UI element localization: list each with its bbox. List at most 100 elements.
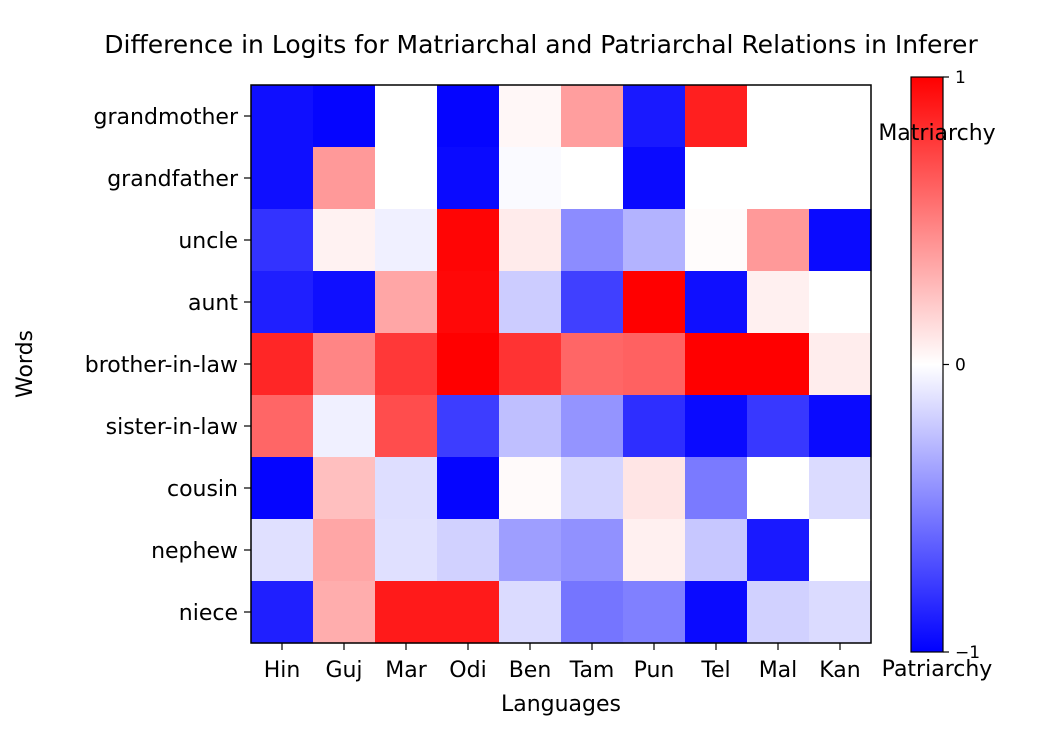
colorbar-ticks: 1 0 −1 bbox=[943, 68, 980, 663]
y-axis-label: Words bbox=[13, 330, 38, 398]
x-tick-label: Tel bbox=[700, 658, 730, 683]
heatmap-cell bbox=[747, 85, 810, 148]
heatmap-cell bbox=[809, 209, 872, 272]
colorbar-top-label: Matriarchy bbox=[878, 121, 995, 146]
heatmap-cell bbox=[251, 395, 314, 458]
heatmap-cell bbox=[623, 209, 686, 272]
y-tick-label: cousin bbox=[167, 477, 238, 502]
heatmap-cell bbox=[437, 333, 500, 396]
heatmap-cell bbox=[313, 333, 376, 396]
heatmap-cell bbox=[685, 333, 748, 396]
y-tick-label: grandfather bbox=[107, 167, 239, 192]
heatmap-cell bbox=[623, 457, 686, 520]
heatmap-cell bbox=[499, 581, 562, 644]
heatmap-cell bbox=[685, 209, 748, 272]
heatmap-cell bbox=[747, 457, 810, 520]
heatmap-cell bbox=[313, 581, 376, 644]
heatmap-cell bbox=[747, 581, 810, 644]
heatmap-cell bbox=[561, 581, 624, 644]
x-tick-label: Hin bbox=[264, 658, 301, 683]
heatmap-cell bbox=[437, 271, 500, 334]
heatmap-cell bbox=[375, 147, 438, 210]
heatmap-cell bbox=[313, 85, 376, 148]
heatmap-cell bbox=[251, 209, 314, 272]
heatmap-cell bbox=[809, 457, 872, 520]
heatmap-cell bbox=[623, 147, 686, 210]
heatmap-cell bbox=[437, 395, 500, 458]
colorbar bbox=[910, 76, 944, 653]
heatmap-cell bbox=[623, 333, 686, 396]
heatmap-cell bbox=[561, 519, 624, 582]
heatmap-cell bbox=[437, 147, 500, 210]
heatmap-cell bbox=[561, 395, 624, 458]
heatmap-cell bbox=[809, 519, 872, 582]
heatmap-cell bbox=[623, 581, 686, 644]
heatmap-cell bbox=[375, 519, 438, 582]
x-tick-label: Mal bbox=[759, 658, 798, 683]
heatmap-cell bbox=[685, 457, 748, 520]
heatmap-cell bbox=[747, 519, 810, 582]
y-tick-label: nephew bbox=[151, 539, 238, 564]
x-axis-ticks: Hin Guj Mar Odi Ben Tam Pun Tel Mal Kan bbox=[264, 643, 861, 683]
heatmap-cell bbox=[685, 271, 748, 334]
heatmap-cell bbox=[313, 457, 376, 520]
heatmap-cell bbox=[499, 333, 562, 396]
heatmap-cell bbox=[561, 147, 624, 210]
y-tick-label: niece bbox=[179, 601, 238, 626]
heatmap-cell bbox=[251, 519, 314, 582]
heatmap-cell bbox=[747, 395, 810, 458]
chart-title: Difference in Logits for Matriarchal and… bbox=[104, 30, 978, 59]
heatmap-cell bbox=[623, 85, 686, 148]
heatmap-cell bbox=[499, 147, 562, 210]
heatmap-cell bbox=[499, 395, 562, 458]
heatmap-cell bbox=[685, 395, 748, 458]
x-tick-label: Pun bbox=[634, 658, 675, 683]
heatmap-cell bbox=[437, 457, 500, 520]
heatmap-cell bbox=[375, 581, 438, 644]
heatmap-cell bbox=[685, 147, 748, 210]
heatmap-cell bbox=[747, 209, 810, 272]
x-tick-label: Ben bbox=[509, 658, 552, 683]
heatmap-cells bbox=[251, 85, 872, 644]
heatmap-cell bbox=[251, 147, 314, 210]
colorbar-bottom-label: Patriarchy bbox=[882, 657, 993, 682]
x-tick-label: Odi bbox=[449, 658, 486, 683]
heatmap-cell bbox=[251, 457, 314, 520]
x-tick-label: Guj bbox=[325, 658, 362, 683]
y-tick-label: aunt bbox=[188, 291, 238, 316]
y-tick-label: uncle bbox=[178, 229, 238, 254]
x-tick-label: Tam bbox=[569, 658, 615, 683]
heatmap-cell bbox=[685, 519, 748, 582]
heatmap-cell bbox=[685, 85, 748, 148]
heatmap-cell bbox=[437, 519, 500, 582]
heatmap-cell bbox=[313, 147, 376, 210]
heatmap-cell bbox=[313, 519, 376, 582]
heatmap-cell bbox=[561, 271, 624, 334]
heatmap-cell bbox=[809, 85, 872, 148]
heatmap-cell bbox=[747, 147, 810, 210]
heatmap-cell bbox=[499, 271, 562, 334]
heatmap-cell bbox=[375, 395, 438, 458]
heatmap-cell bbox=[251, 271, 314, 334]
heatmap-cell bbox=[437, 85, 500, 148]
heatmap-cell bbox=[375, 85, 438, 148]
heatmap-cell bbox=[313, 271, 376, 334]
heatmap-cell bbox=[499, 85, 562, 148]
x-axis-label: Languages bbox=[501, 692, 621, 717]
heatmap-cell bbox=[561, 209, 624, 272]
heatmap-cell bbox=[747, 271, 810, 334]
colorbar-tick-label: 0 bbox=[955, 356, 966, 376]
heatmap-cell bbox=[623, 519, 686, 582]
heatmap-cell bbox=[623, 271, 686, 334]
heatmap-cell bbox=[809, 147, 872, 210]
heatmap-cell bbox=[499, 209, 562, 272]
heatmap-cell bbox=[747, 333, 810, 396]
heatmap-cell bbox=[437, 209, 500, 272]
heatmap-cell bbox=[809, 271, 872, 334]
heatmap-cell bbox=[499, 519, 562, 582]
heatmap-cell bbox=[685, 581, 748, 644]
heatmap-cell bbox=[561, 333, 624, 396]
y-tick-label: brother-in-law bbox=[85, 353, 238, 378]
y-tick-label: sister-in-law bbox=[106, 415, 238, 440]
heatmap-cell bbox=[375, 457, 438, 520]
